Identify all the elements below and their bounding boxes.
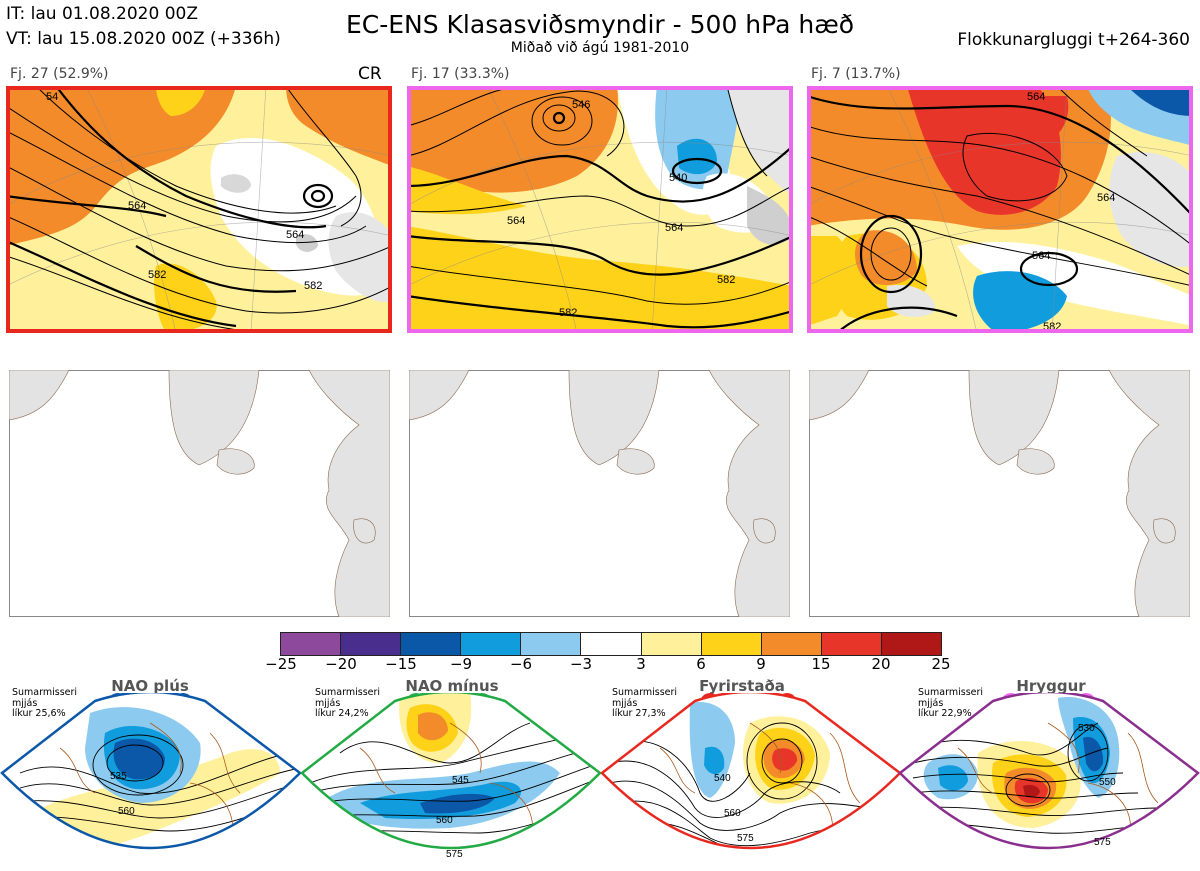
regime-4-name: Hryggur (1016, 677, 1086, 695)
contour-label: 560 (724, 808, 741, 819)
base-map-2 (409, 370, 790, 617)
cluster-map-3: 564 564 564 582 (807, 86, 1193, 333)
page-title: EC-ENS Klasasviðsmyndir - 500 hPa hæð (345, 10, 855, 39)
regime-3-name: Fyrirstaða (699, 677, 785, 695)
contour-label: 560 (436, 815, 453, 826)
color-swatch (821, 633, 882, 655)
color-scale-tick: −15 (385, 655, 417, 673)
contour-label: 564 (128, 200, 146, 212)
panel-3-label: Fj. 7 (13.7%) (811, 66, 901, 82)
initial-time: IT: lau 01.08.2020 00Z (6, 4, 198, 24)
panel-1-tag: CR (358, 64, 382, 84)
contour-label: 535 (110, 771, 127, 782)
regime-1-map: 535 560 (0, 693, 302, 850)
color-scale-tick: 20 (871, 655, 891, 673)
contour-label: 530 (1078, 723, 1095, 734)
color-scale-tick: −6 (509, 655, 533, 673)
color-swatch (761, 633, 822, 655)
color-swatch (401, 633, 462, 655)
contour-label: 54 (46, 91, 58, 103)
color-swatch (281, 633, 342, 655)
color-swatch (521, 633, 582, 655)
color-swatch (341, 633, 402, 655)
color-scale-tick: −9 (449, 655, 473, 673)
color-scale-tick: 9 (756, 655, 766, 673)
color-swatch (701, 633, 762, 655)
contour-label: 564 (507, 215, 525, 227)
base-map-1 (9, 370, 390, 617)
regime-2-map: 545 560 575 (300, 693, 602, 860)
contour-label: 545 (452, 775, 469, 786)
contour-label: 564 (286, 229, 304, 241)
page-subtitle: Miðað við ágú 1981-2010 (510, 40, 690, 56)
color-scale-tick: −3 (569, 655, 593, 673)
contour-label: 564 (665, 222, 683, 234)
contour-label: 575 (737, 833, 754, 844)
panel-2-label: Fj. 17 (33.3%) (411, 66, 510, 82)
color-swatch (881, 633, 942, 655)
contour-label: 564 (1097, 192, 1115, 204)
cluster-map-2: 546 540 564 564 582 582 (407, 86, 793, 333)
color-swatch (581, 633, 642, 655)
color-scale-tick: 6 (696, 655, 706, 673)
contour-label: 540 (669, 172, 687, 184)
regime-4-map: 530 550 575 (898, 693, 1200, 850)
contour-label: 582 (304, 280, 322, 292)
contour-label: 560 (118, 806, 135, 817)
cluster-map-1: 54 564 564 582 582 (6, 86, 392, 333)
contour-label: 582 (717, 274, 735, 286)
regime-1-season: Sumarmisseri mjjás líkur 25,6% (12, 687, 78, 719)
regime-4-season: Sumarmisseri mjjás líkur 22,9% (918, 687, 984, 719)
valid-time: VT: lau 15.08.2020 00Z (+336h) (6, 29, 281, 49)
contour-label: 564 (1027, 91, 1045, 103)
regime-1-name: NAO plús (111, 677, 189, 695)
color-scale-bar (280, 632, 942, 656)
contour-label: 546 (572, 99, 590, 111)
regime-2-name: NAO mínus (405, 677, 499, 695)
color-scale-tick: 3 (636, 655, 646, 673)
panel-1-label: Fj. 27 (52.9%) (10, 66, 109, 82)
color-swatch (641, 633, 702, 655)
regime-3-season: Sumarmisseri mjjás líkur 27,3% (612, 687, 678, 719)
contour-label: 550 (1099, 777, 1116, 788)
base-map-3 (809, 370, 1190, 617)
color-scale-tick: −20 (325, 655, 357, 673)
classification-window: Flokkunargluggi t+264-360 (957, 30, 1190, 50)
color-scale-tick: −25 (265, 655, 297, 673)
color-swatch (461, 633, 522, 655)
regime-3-map: 540 560 575 (600, 693, 902, 850)
contour-label: 540 (714, 773, 731, 784)
color-scale-tick: 15 (811, 655, 831, 673)
color-scale-tick: 25 (931, 655, 951, 673)
cluster-frame (807, 86, 1193, 333)
regime-2-season: Sumarmisseri mjjás líkur 24,2% (315, 687, 381, 719)
contour-label: 582 (559, 307, 577, 319)
contour-label: 582 (148, 269, 166, 281)
contour-label: 564 (1032, 250, 1050, 262)
contour-label: 575 (446, 849, 463, 860)
cluster-frame (6, 86, 392, 333)
cluster-frame (407, 86, 793, 333)
contour-label: 575 (1094, 837, 1111, 848)
